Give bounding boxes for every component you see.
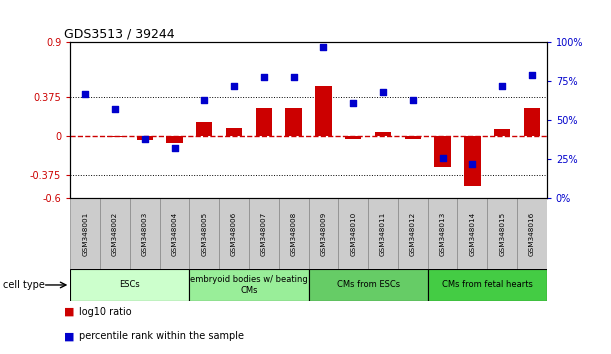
Text: GSM348007: GSM348007: [261, 212, 267, 256]
Point: [497, 83, 507, 89]
Text: GSM348006: GSM348006: [231, 212, 237, 256]
Bar: [100, 198, 130, 269]
Bar: [219, 198, 249, 269]
Text: GDS3513 / 39244: GDS3513 / 39244: [64, 28, 175, 41]
Point: [527, 72, 537, 78]
Text: ■: ■: [64, 331, 75, 341]
Text: GSM348010: GSM348010: [350, 212, 356, 256]
Text: GSM348013: GSM348013: [439, 212, 445, 256]
Point: [80, 91, 90, 97]
Bar: [107, 136, 123, 137]
Bar: [524, 108, 540, 136]
Point: [289, 74, 299, 80]
Point: [229, 83, 239, 89]
Point: [348, 101, 358, 106]
Bar: [517, 198, 547, 269]
Bar: [464, 136, 481, 186]
Text: percentile rank within the sample: percentile rank within the sample: [79, 331, 244, 341]
Bar: [368, 198, 398, 269]
Point: [259, 74, 269, 80]
Text: CMs from fetal hearts: CMs from fetal hearts: [442, 280, 533, 290]
Bar: [249, 198, 279, 269]
Bar: [189, 198, 219, 269]
Bar: [189, 269, 309, 301]
Bar: [338, 198, 368, 269]
Bar: [375, 132, 391, 136]
Point: [170, 145, 180, 151]
Point: [199, 97, 209, 103]
Text: GSM348009: GSM348009: [320, 212, 326, 256]
Text: GSM348003: GSM348003: [142, 212, 148, 256]
Text: GSM348011: GSM348011: [380, 212, 386, 256]
Bar: [428, 269, 547, 301]
Bar: [226, 128, 243, 136]
Point: [110, 107, 120, 112]
Text: GSM348015: GSM348015: [499, 212, 505, 256]
Point: [467, 161, 477, 167]
Bar: [494, 129, 510, 136]
Bar: [428, 198, 458, 269]
Point: [140, 136, 150, 142]
Text: GSM348008: GSM348008: [291, 212, 297, 256]
Bar: [196, 122, 213, 136]
Bar: [398, 198, 428, 269]
Text: cell type: cell type: [3, 280, 45, 290]
Bar: [70, 198, 100, 269]
Bar: [309, 269, 428, 301]
Point: [378, 90, 388, 95]
Text: GSM348002: GSM348002: [112, 212, 118, 256]
Bar: [404, 136, 421, 139]
Bar: [159, 198, 189, 269]
Text: GSM348012: GSM348012: [410, 212, 416, 256]
Point: [408, 97, 418, 103]
Bar: [309, 198, 338, 269]
Bar: [345, 136, 362, 139]
Text: GSM348014: GSM348014: [469, 212, 475, 256]
Point: [318, 44, 328, 50]
Bar: [315, 86, 332, 136]
Text: GSM348016: GSM348016: [529, 212, 535, 256]
Bar: [488, 198, 517, 269]
Text: GSM348005: GSM348005: [201, 212, 207, 256]
Bar: [70, 269, 189, 301]
Bar: [130, 198, 159, 269]
Text: GSM348001: GSM348001: [82, 212, 88, 256]
Bar: [285, 108, 302, 136]
Bar: [166, 136, 183, 143]
Text: embryoid bodies w/ beating
CMs: embryoid bodies w/ beating CMs: [190, 275, 308, 295]
Text: log10 ratio: log10 ratio: [79, 307, 132, 316]
Bar: [279, 198, 309, 269]
Bar: [136, 136, 153, 140]
Text: GSM348004: GSM348004: [172, 212, 178, 256]
Point: [437, 155, 447, 161]
Bar: [458, 198, 488, 269]
Text: ESCs: ESCs: [120, 280, 140, 290]
Text: ■: ■: [64, 307, 75, 316]
Text: CMs from ESCs: CMs from ESCs: [337, 280, 400, 290]
Bar: [255, 108, 272, 136]
Bar: [434, 136, 451, 167]
